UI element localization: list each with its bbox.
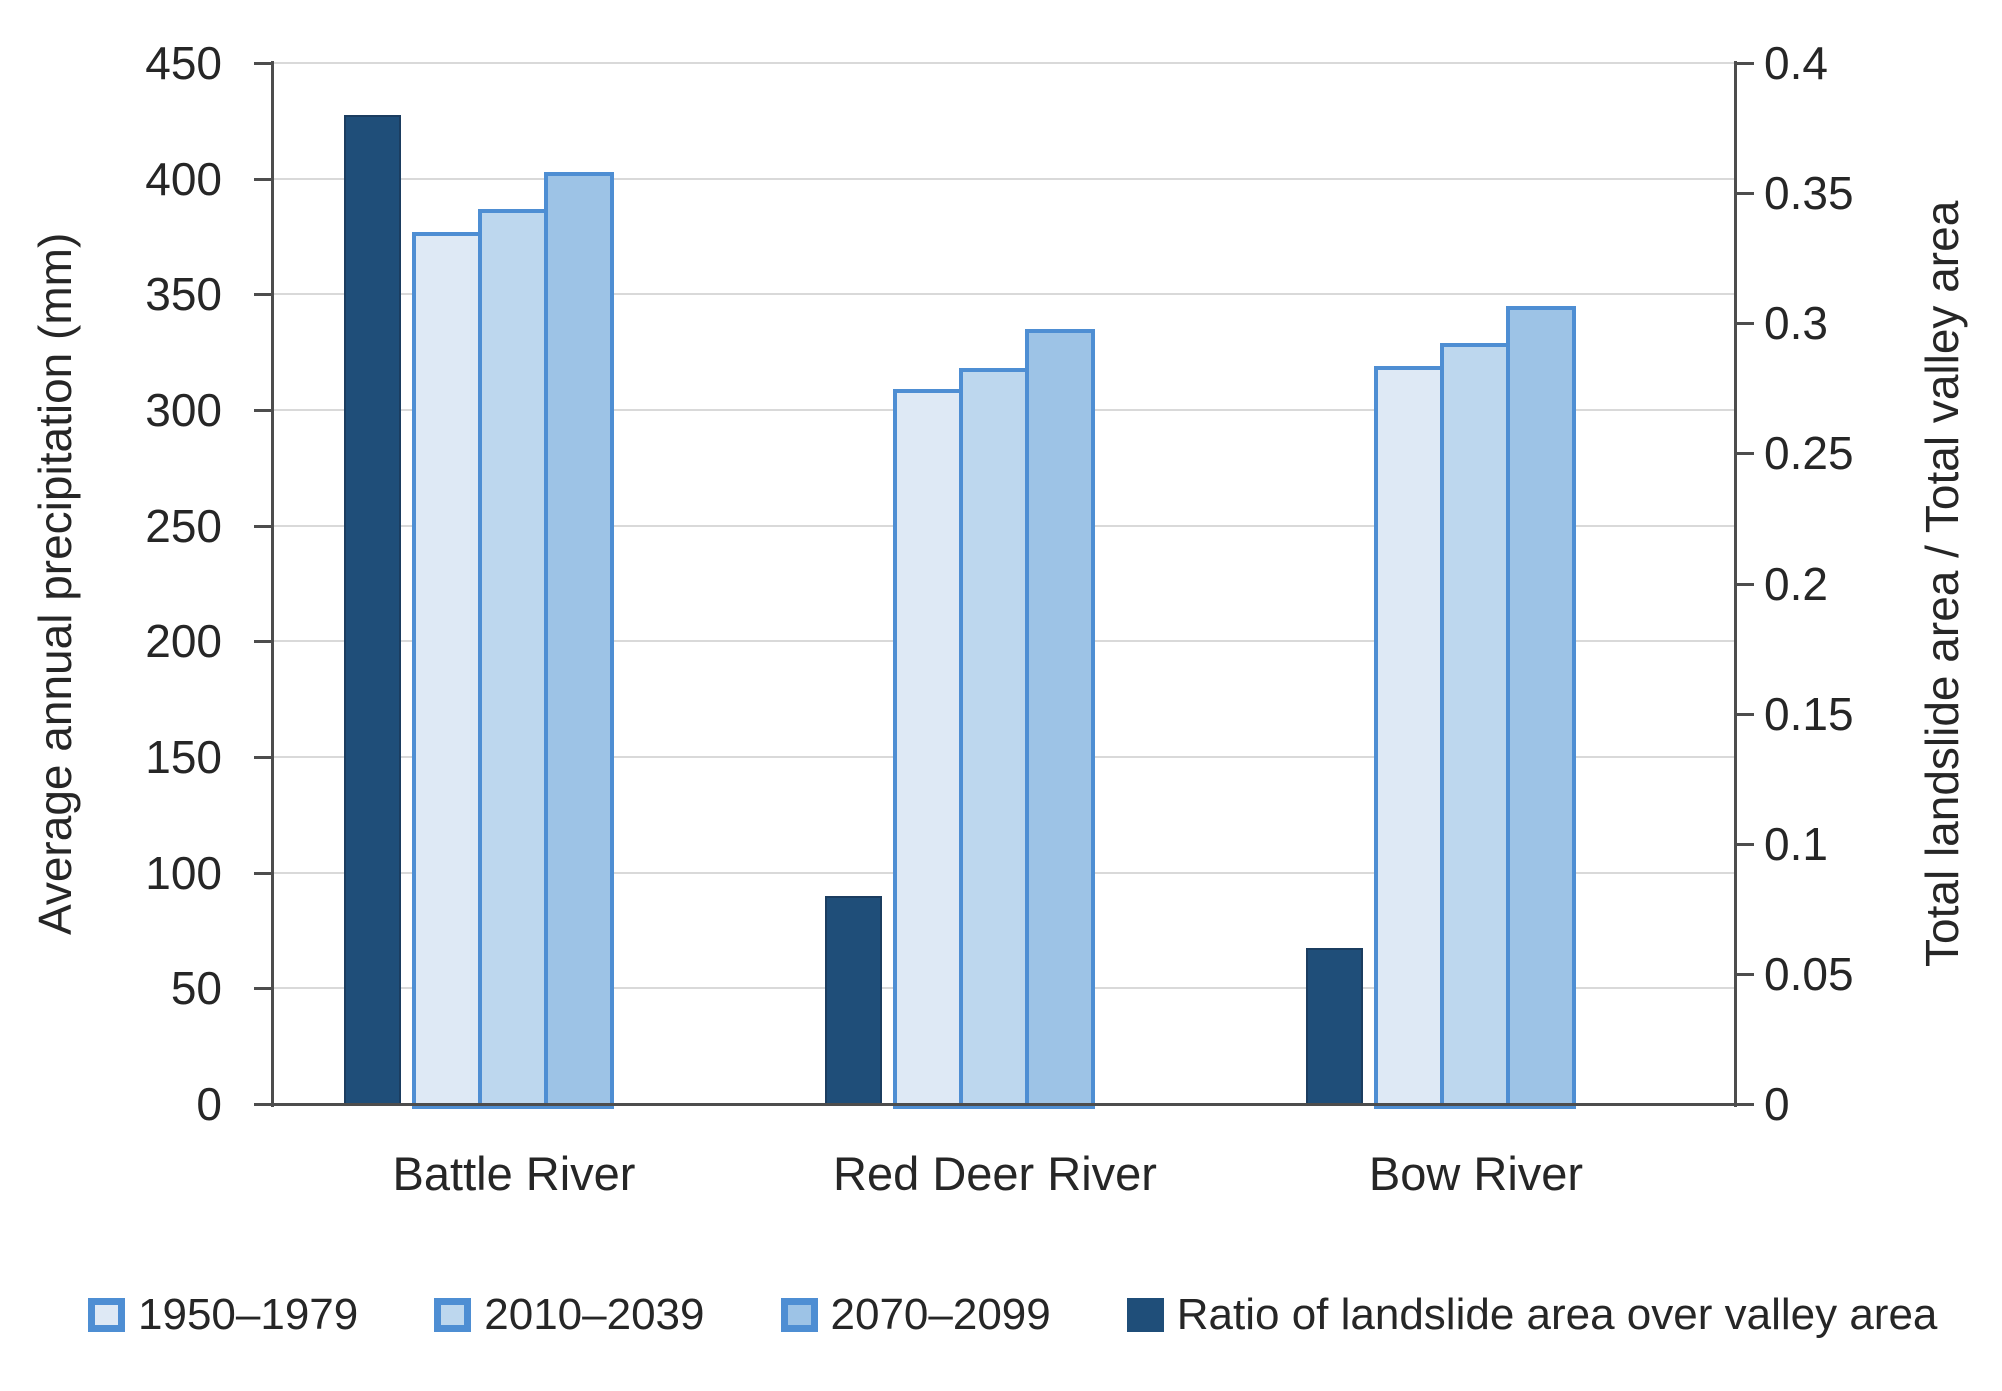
right-axis-tick-0-05 [1735,972,1754,976]
right-axis-tick-0-35 [1735,192,1754,196]
left-axis-tick-150 [254,756,273,759]
legend-swatch-ratio-of-landslide-area-over-valley-area [1126,1298,1164,1332]
right-axis-tick-label: 0.2 [1764,557,1828,610]
left-axis-tick-100 [254,871,273,875]
right-axis-tick-label: 0.25 [1764,427,1854,480]
left-axis-tick-label: 250 [145,499,222,552]
right-axis-tick-label: 0.15 [1764,687,1854,740]
left-axis-tick-label: 0 [196,1078,222,1130]
bar-bow-river-2070-2099 [1506,305,1576,1109]
right-axis-tick-0-2 [1735,582,1754,586]
legend-label: Ratio of landslide area over valley area [1176,1290,1938,1339]
left-axis-tick-450 [254,62,273,65]
right-axis-tick-label: 0.35 [1764,167,1854,220]
bar-battle-river-2010-2039 [478,208,548,1109]
gridline-350 [273,293,1735,296]
right-axis-tick-0-4 [1735,62,1754,65]
legend-item-2070-2099: 2070–2099 [780,1290,1051,1340]
legend-item-ratio-of-landslide-area-over-valley-area: Ratio of landslide area over valley area [1126,1290,1938,1340]
legend-label: 2010–2039 [484,1290,705,1339]
x-axis-line [271,1103,1737,1106]
right-axis-tick-0 [1735,1103,1754,1106]
left-axis-tick-label: 200 [145,615,222,668]
right-axis-tick-label: 0 [1764,1078,1790,1130]
left-axis-tick-400 [254,177,273,181]
bar-bow-river-ratio-of-landslide-area-over-valley-area [1306,947,1363,1106]
right-axis-tick-0-3 [1735,322,1754,326]
left-axis-tick-label: 400 [145,152,222,205]
left-axis-tick-label: 300 [145,384,222,436]
category-label-bow-river: Bow River [1368,1147,1584,1200]
legend-label: 1950–1979 [138,1290,359,1339]
right-axis-tick-0-15 [1735,712,1754,716]
legend-swatch-1950-1979 [88,1298,125,1332]
bar-red-deer-river-2010-2039 [959,368,1029,1109]
right-axis-tick-label: 0.3 [1764,297,1828,350]
category-label-battle-river: Battle River [392,1147,636,1200]
legend-swatch-2010-2039 [434,1298,472,1332]
left-axis-tick-label: 350 [145,268,222,321]
left-axis-tick-label: 150 [145,731,222,783]
bar-red-deer-river-1950-1979 [893,389,963,1109]
right-axis-tick-label: 0.1 [1764,817,1828,870]
right-axis-tick-label: 0.4 [1764,37,1828,89]
bar-battle-river-ratio-of-landslide-area-over-valley-area [344,115,401,1106]
bar-red-deer-river-2070-2099 [1025,329,1095,1109]
right-axis-tick-label: 0.05 [1764,947,1854,1000]
chart-legend: 1950–1979 2010–2039 2070–2099 Ratio of land… [88,1290,1937,1340]
category-label-red-deer-river: Red Deer River [833,1147,1157,1200]
legend-item-2010-2039: 2010–2039 [434,1290,705,1340]
bar-battle-river-2070-2099 [544,171,614,1109]
gridline-400 [273,177,1735,180]
left-axis-tick-250 [254,524,273,528]
left-axis-line [271,61,274,1107]
left-axis-title: Average annual precipitation (mm) [29,232,81,935]
bar-red-deer-river-ratio-of-landslide-area-over-valley-area [825,895,882,1106]
right-axis-line [1734,61,1737,1107]
left-axis-tick-label: 100 [145,846,222,899]
legend-label: 2070–2099 [830,1290,1051,1339]
left-axis-tick-label: 50 [170,962,222,1015]
right-axis-tick-0-25 [1735,452,1754,456]
right-axis-tick-0-1 [1735,842,1754,846]
left-axis-tick-200 [254,640,273,644]
legend-swatch-2070-2099 [780,1298,818,1332]
gridline-450 [273,62,1735,64]
left-axis-tick-50 [254,987,273,991]
left-axis-tick-0 [254,1103,273,1106]
left-axis-tick-300 [254,409,273,412]
bar-battle-river-1950-1979 [412,231,482,1109]
bar-bow-river-2010-2039 [1440,342,1510,1109]
bar-bow-river-1950-1979 [1374,366,1444,1109]
legend-item-1950-1979: 1950–1979 [88,1290,358,1340]
left-axis-tick-350 [254,293,273,297]
left-axis-tick-label: 450 [145,37,222,89]
